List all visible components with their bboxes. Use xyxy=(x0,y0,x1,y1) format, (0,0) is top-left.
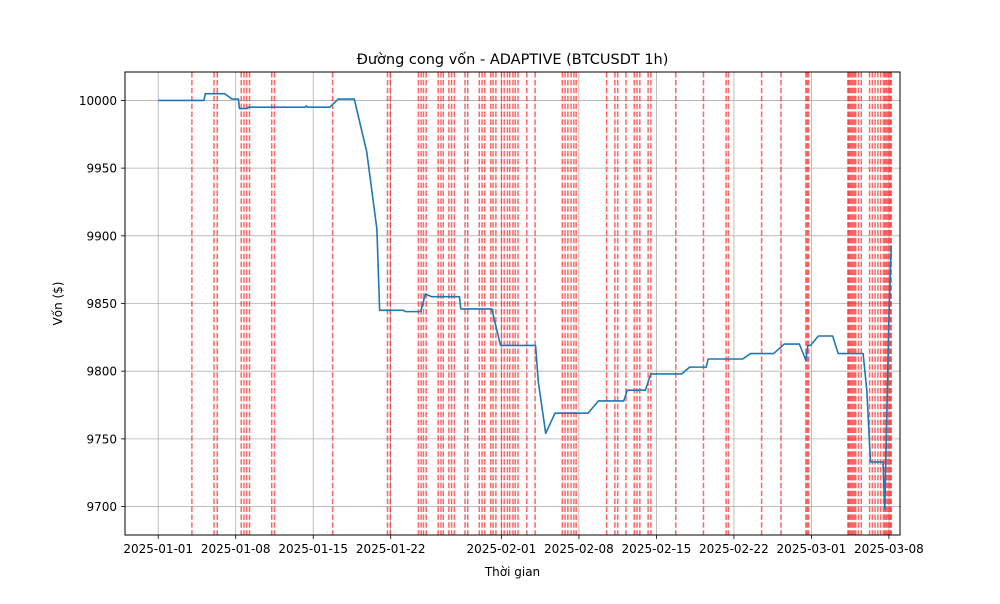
y-tick-label: 9750 xyxy=(86,432,117,446)
y-tick-label: 9900 xyxy=(86,229,117,243)
x-tick-label: 2025-03-08 xyxy=(854,542,924,556)
chart-title: Đường cong vốn - ADAPTIVE (BTCUSDT 1h) xyxy=(357,51,669,68)
y-axis-ticks: 9700 9750 9800 9850 9900 9950 10000 xyxy=(79,94,125,514)
y-tick-label: 9700 xyxy=(86,500,117,514)
x-tick-label: 2025-01-08 xyxy=(201,542,271,556)
x-tick-label: 2025-02-22 xyxy=(699,542,769,556)
x-tick-label: 2025-01-22 xyxy=(356,542,426,556)
y-tick-label: 10000 xyxy=(79,94,117,108)
y-tick-label: 9950 xyxy=(86,162,117,176)
y-tick-label: 9800 xyxy=(86,365,117,379)
x-tick-label: 2025-01-15 xyxy=(278,542,348,556)
x-tick-label: 2025-02-15 xyxy=(622,542,692,556)
x-tick-label: 2025-02-01 xyxy=(467,542,537,556)
trade-marker-layer xyxy=(191,72,892,535)
equity-series-line xyxy=(158,92,893,511)
x-tick-label: 2025-03-01 xyxy=(777,542,847,556)
series-layer xyxy=(158,92,893,511)
x-tick-label: 2025-02-08 xyxy=(544,542,614,556)
x-axis-ticks: 2025-01-01 2025-01-08 2025-01-15 2025-01-22… xyxy=(123,535,924,556)
x-tick-label: 2025-01-01 xyxy=(123,542,193,556)
x-axis-label: Thời gian xyxy=(484,565,540,579)
y-axis-label: Vốn ($) xyxy=(51,282,65,326)
y-tick-label: 9850 xyxy=(86,297,117,311)
